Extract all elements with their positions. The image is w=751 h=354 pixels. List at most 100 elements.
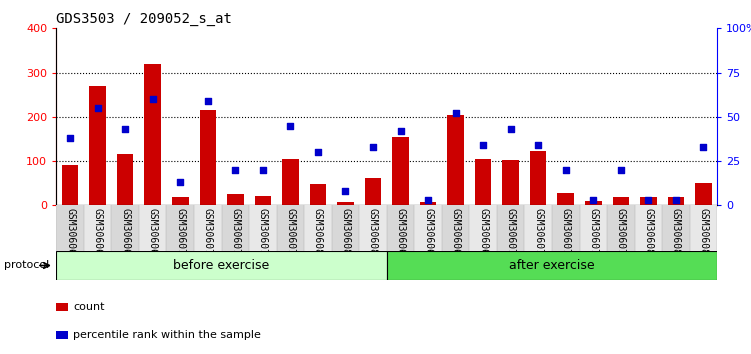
Bar [668, 198, 684, 205]
Point [229, 167, 241, 173]
Text: GSM306065: GSM306065 [423, 207, 433, 261]
Bar [111, 205, 139, 251]
Point [698, 144, 710, 150]
Bar [552, 205, 580, 251]
Point [505, 126, 517, 132]
Bar [359, 205, 387, 251]
Bar [282, 159, 299, 205]
Text: percentile rank within the sample: percentile rank within the sample [74, 330, 261, 340]
Bar [635, 205, 662, 251]
Bar [557, 193, 574, 205]
Bar [337, 202, 354, 205]
Point [174, 179, 186, 185]
Text: GSM306079: GSM306079 [616, 207, 626, 261]
Text: GSM306080: GSM306080 [313, 207, 323, 261]
Bar [56, 303, 68, 311]
Text: GSM306072: GSM306072 [203, 207, 213, 261]
Bar [139, 205, 167, 251]
Point [559, 167, 572, 173]
Point [615, 167, 627, 173]
Point [312, 149, 324, 155]
Point [339, 188, 351, 194]
Bar [365, 178, 382, 205]
Text: GSM306070: GSM306070 [175, 207, 185, 261]
Bar [249, 205, 276, 251]
Point [394, 128, 406, 134]
Text: GSM306083: GSM306083 [671, 207, 681, 261]
Bar [56, 331, 68, 339]
Bar [695, 183, 712, 205]
Point [64, 135, 76, 141]
Text: GSM306081: GSM306081 [644, 207, 653, 261]
Bar [662, 205, 689, 251]
Text: GSM306073: GSM306073 [533, 207, 543, 261]
Bar [689, 205, 717, 251]
Text: GSM306085: GSM306085 [698, 207, 708, 261]
Bar [387, 251, 717, 280]
Point [450, 110, 462, 116]
Text: GSM306067: GSM306067 [451, 207, 460, 261]
Point [92, 105, 104, 111]
Text: after exercise: after exercise [509, 259, 595, 272]
Text: GSM306062: GSM306062 [65, 207, 75, 261]
Point [146, 96, 158, 102]
Bar [332, 205, 359, 251]
Bar [442, 205, 469, 251]
Bar [448, 115, 464, 205]
Text: GSM306084: GSM306084 [368, 207, 378, 261]
Bar [56, 251, 387, 280]
Point [202, 98, 214, 104]
Text: GSM306082: GSM306082 [340, 207, 351, 261]
Bar [469, 205, 497, 251]
Point [119, 126, 131, 132]
Point [642, 197, 654, 203]
Bar [167, 205, 194, 251]
Bar [392, 137, 409, 205]
Text: GSM306064: GSM306064 [92, 207, 103, 261]
Point [367, 144, 379, 150]
Text: before exercise: before exercise [173, 259, 270, 272]
Bar [497, 205, 524, 251]
Bar [530, 152, 547, 205]
Text: GSM306077: GSM306077 [588, 207, 599, 261]
Point [257, 167, 269, 173]
Text: GSM306068: GSM306068 [148, 207, 158, 261]
Bar [580, 205, 607, 251]
Text: protocol: protocol [4, 261, 49, 270]
Bar [227, 194, 243, 205]
Bar [607, 205, 635, 251]
Bar [172, 198, 189, 205]
Bar [194, 205, 222, 251]
Bar [117, 154, 134, 205]
Point [587, 197, 599, 203]
Text: GSM306078: GSM306078 [285, 207, 295, 261]
Bar [144, 64, 161, 205]
Bar [255, 196, 271, 205]
Text: GSM306075: GSM306075 [561, 207, 571, 261]
Bar [502, 160, 519, 205]
Text: count: count [74, 302, 104, 312]
Bar [475, 159, 491, 205]
Bar [222, 205, 249, 251]
Point [670, 197, 682, 203]
Bar [420, 202, 436, 205]
Bar [387, 205, 415, 251]
Bar [304, 205, 332, 251]
Text: GSM306063: GSM306063 [396, 207, 406, 261]
Bar [585, 201, 602, 205]
Bar [200, 110, 216, 205]
Point [477, 142, 489, 148]
Bar [84, 205, 111, 251]
Text: GDS3503 / 209052_s_at: GDS3503 / 209052_s_at [56, 12, 232, 26]
Point [532, 142, 544, 148]
Text: GSM306066: GSM306066 [120, 207, 130, 261]
Text: GSM306076: GSM306076 [258, 207, 268, 261]
Bar [62, 166, 78, 205]
Bar [415, 205, 442, 251]
Point [285, 123, 297, 129]
Bar [613, 198, 629, 205]
Bar [309, 184, 326, 205]
Bar [89, 86, 106, 205]
Point [422, 197, 434, 203]
Bar [524, 205, 552, 251]
